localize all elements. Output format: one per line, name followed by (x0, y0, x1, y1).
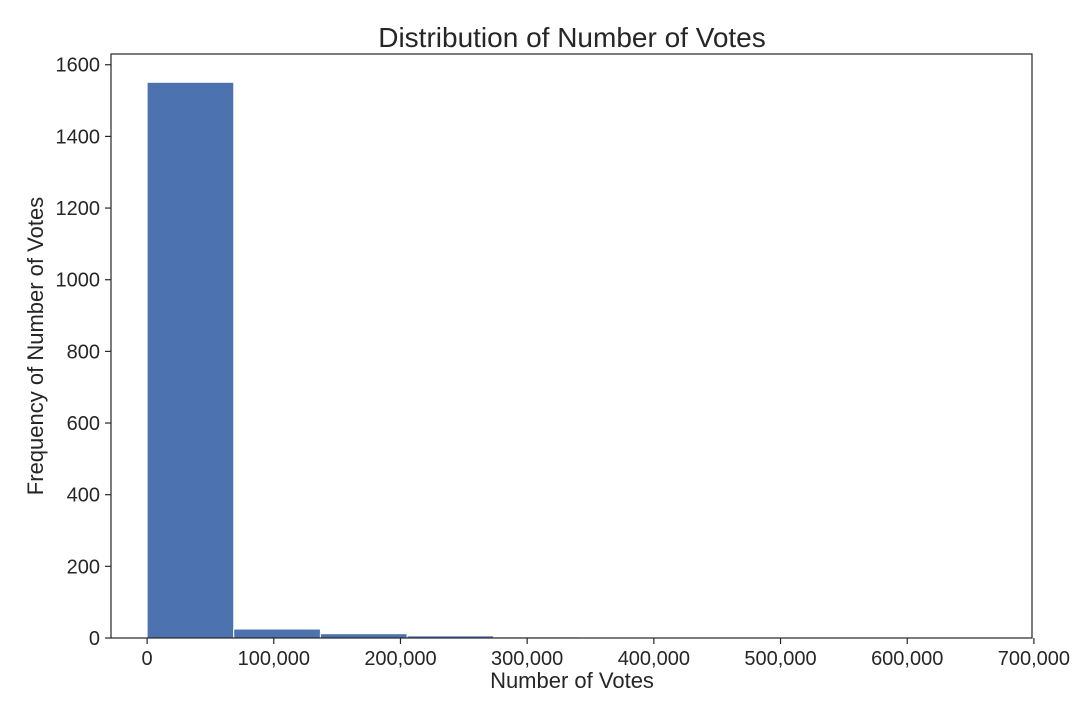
plot-frame (110, 53, 1033, 639)
y-tick-label: 1600 (56, 55, 101, 77)
y-tick-label: 600 (67, 413, 100, 435)
x-tick-label: 400,000 (618, 648, 690, 670)
x-tick-label: 500,000 (744, 648, 816, 670)
x-tick-label: 700,000 (998, 648, 1070, 670)
y-tick-label: 1000 (56, 270, 101, 292)
y-tick-label: 1200 (56, 198, 101, 220)
x-tick-label: 300,000 (491, 648, 563, 670)
x-axis-ticks: 0 100,000 200,000 300,000 400,000 500,000 600,… (142, 638, 1070, 670)
histogram-bar (146, 81, 235, 639)
y-tick-label: 0 (89, 628, 100, 650)
x-tick-label: 600,000 (871, 648, 943, 670)
bars-group (146, 81, 1015, 639)
y-axis-ticks: 0 200 400 600 800 1000 1200 1400 1600 (56, 55, 111, 650)
x-tick-label: 200,000 (364, 648, 436, 670)
y-tick-label: 1400 (56, 126, 101, 148)
y-tick-label: 800 (67, 341, 100, 363)
histogram-bar (319, 633, 408, 639)
y-tick-label: 400 (67, 485, 100, 507)
x-tick-label: 100,000 (238, 648, 310, 670)
x-tick-label: 0 (142, 648, 153, 670)
y-tick-label: 200 (67, 556, 100, 578)
histogram-bar (233, 628, 321, 639)
chart-title: Distribution of Number of Votes (378, 22, 766, 53)
y-axis-title: Frequency of Number of Votes (23, 197, 48, 495)
x-axis-title: Number of Votes (490, 668, 654, 693)
